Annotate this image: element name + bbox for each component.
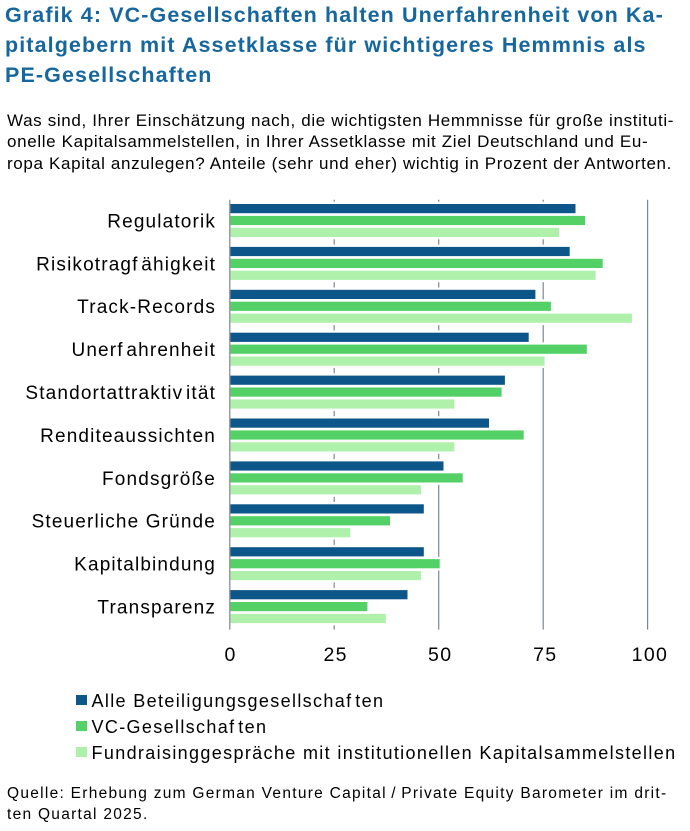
svg-text:Fondsgröße: Fondsgröße <box>102 469 216 490</box>
svg-text:0: 0 <box>225 644 237 666</box>
svg-text:Risikotragf ähigkeit: Risikotragf ähigkeit <box>36 254 216 275</box>
svg-text:25: 25 <box>323 644 347 666</box>
svg-text:Track-Records: Track-Records <box>77 297 216 318</box>
svg-text:Unerf ahrenheit: Unerf ahrenheit <box>71 340 216 361</box>
svg-text:Steuerliche Gründe: Steuerliche Gründe <box>32 512 216 533</box>
svg-text:50: 50 <box>428 644 452 666</box>
svg-text:Kapitalbindung: Kapitalbindung <box>74 555 216 576</box>
svg-text:Regulatorik: Regulatorik <box>107 211 216 232</box>
svg-text:100: 100 <box>632 644 668 666</box>
svg-text:Renditeaussichten: Renditeaussichten <box>40 426 216 447</box>
svg-text:Transparenz: Transparenz <box>97 598 216 619</box>
svg-text:Standortattraktiv ität: Standortattraktiv ität <box>25 383 216 404</box>
svg-text:75: 75 <box>533 644 557 666</box>
